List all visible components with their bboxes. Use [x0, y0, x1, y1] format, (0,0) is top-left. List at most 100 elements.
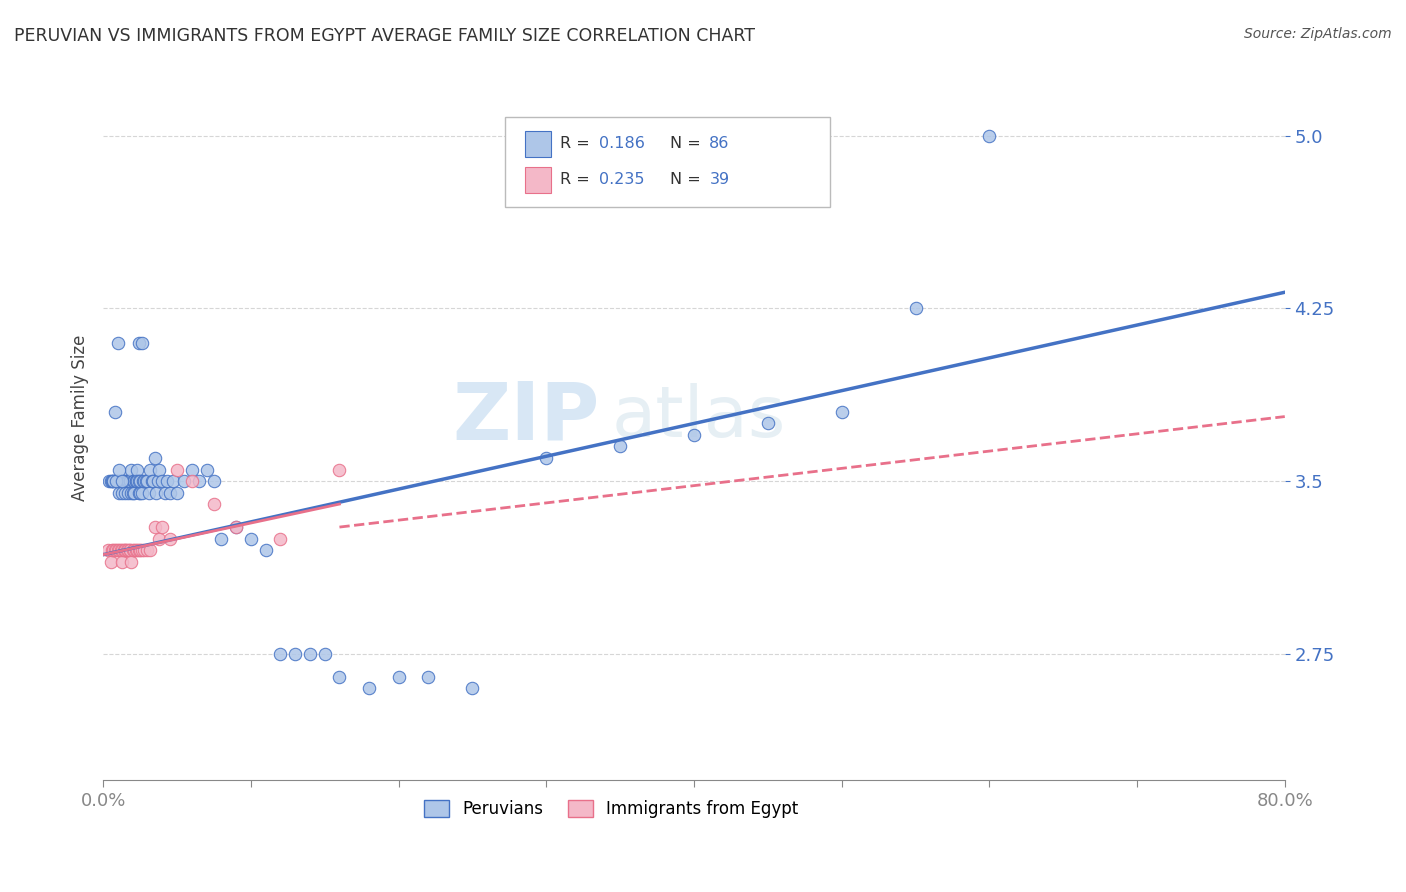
Point	[110, 474, 132, 488]
Point	[121, 543, 143, 558]
Point	[298, 647, 321, 661]
Point	[387, 670, 409, 684]
Point	[104, 405, 127, 419]
Point	[202, 497, 225, 511]
Point	[159, 532, 181, 546]
Point	[148, 532, 170, 546]
Text: 39: 39	[709, 172, 730, 187]
Point	[111, 474, 134, 488]
Point	[269, 647, 291, 661]
Point	[118, 474, 141, 488]
Point	[254, 543, 277, 558]
Point	[139, 543, 162, 558]
Point	[195, 462, 218, 476]
Point	[107, 335, 129, 350]
Point	[118, 543, 141, 558]
Point	[105, 474, 128, 488]
Point	[127, 543, 149, 558]
Point	[143, 450, 166, 465]
Point	[117, 543, 139, 558]
Point	[209, 532, 232, 546]
Point	[127, 474, 149, 488]
Point	[180, 462, 202, 476]
Point	[536, 450, 558, 465]
Point	[118, 543, 141, 558]
Point	[136, 543, 159, 558]
Point	[141, 474, 163, 488]
Text: 86: 86	[709, 136, 730, 151]
Point	[111, 474, 134, 488]
Point	[173, 474, 195, 488]
Point	[111, 543, 134, 558]
Point	[134, 474, 156, 488]
Point	[225, 520, 247, 534]
Point	[225, 520, 247, 534]
Point	[101, 543, 124, 558]
Point	[146, 474, 169, 488]
Point	[150, 474, 173, 488]
Text: R =: R =	[561, 172, 595, 187]
Text: N =: N =	[671, 136, 706, 151]
Point	[122, 485, 145, 500]
Point	[756, 417, 779, 431]
Point	[129, 485, 152, 500]
Point	[143, 520, 166, 534]
Point	[128, 335, 150, 350]
Point	[188, 474, 211, 488]
Point	[124, 543, 146, 558]
Point	[145, 485, 167, 500]
Point	[103, 474, 125, 488]
Text: N =: N =	[671, 172, 706, 187]
Point	[121, 474, 143, 488]
Point	[314, 647, 336, 661]
Point	[124, 474, 146, 488]
Point	[115, 474, 138, 488]
Point	[107, 474, 129, 488]
Point	[104, 543, 127, 558]
Point	[202, 474, 225, 488]
Point	[153, 485, 176, 500]
Point	[120, 485, 142, 500]
Point	[110, 543, 132, 558]
Point	[100, 474, 122, 488]
Point	[148, 462, 170, 476]
Point	[115, 474, 138, 488]
Point	[112, 543, 135, 558]
Point	[129, 543, 152, 558]
Point	[112, 474, 135, 488]
Point	[108, 462, 131, 476]
Point	[166, 462, 188, 476]
Point	[135, 474, 157, 488]
Point	[118, 474, 141, 488]
Point	[328, 462, 350, 476]
Point	[114, 543, 136, 558]
Text: PERUVIAN VS IMMIGRANTS FROM EGYPT AVERAGE FAMILY SIZE CORRELATION CHART: PERUVIAN VS IMMIGRANTS FROM EGYPT AVERAG…	[14, 27, 755, 45]
Point	[107, 543, 129, 558]
Point	[114, 485, 136, 500]
Point	[156, 474, 179, 488]
Point	[904, 301, 927, 316]
Point	[131, 543, 153, 558]
Point	[683, 428, 706, 442]
Point	[105, 543, 128, 558]
Point	[108, 543, 131, 558]
Text: atlas: atlas	[612, 384, 786, 452]
Point	[239, 532, 262, 546]
Point	[128, 474, 150, 488]
Point	[100, 555, 122, 569]
Point	[124, 474, 146, 488]
Point	[114, 543, 136, 558]
Point	[269, 532, 291, 546]
Point	[103, 543, 125, 558]
Point	[159, 485, 181, 500]
Point	[105, 474, 128, 488]
Point	[114, 474, 136, 488]
Point	[609, 440, 631, 454]
Y-axis label: Average Family Size: Average Family Size	[72, 334, 89, 501]
Point	[131, 335, 153, 350]
Point	[111, 555, 134, 569]
Point	[128, 543, 150, 558]
Point	[128, 485, 150, 500]
Point	[180, 474, 202, 488]
Point	[122, 543, 145, 558]
